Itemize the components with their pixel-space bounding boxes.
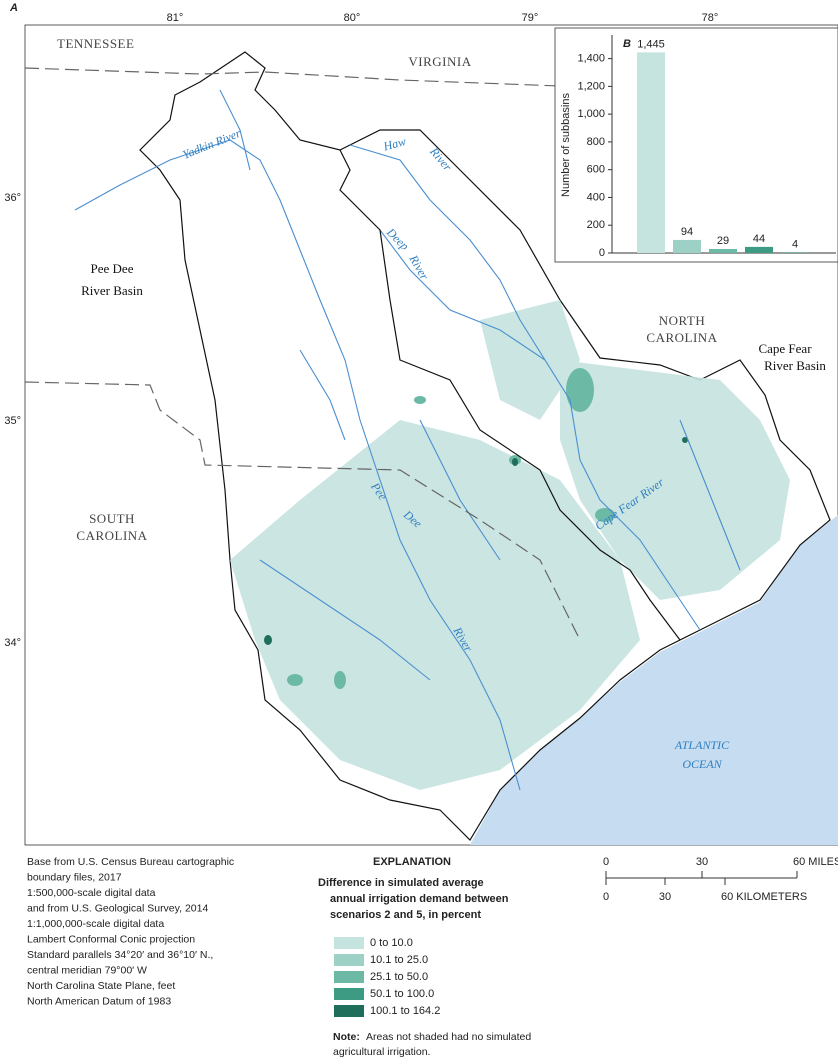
legend-swatch xyxy=(334,988,364,1000)
source-note: North American Datum of 1983 xyxy=(27,995,171,1007)
explanation-subtitle: annual irrigation demand between xyxy=(330,893,509,905)
legend-swatch xyxy=(334,954,364,966)
basin-label: Pee Dee xyxy=(91,261,134,276)
y-tick-label: 0 xyxy=(599,247,605,259)
legend-label: 100.1 to 164.2 xyxy=(370,1005,440,1017)
state-label: NORTH xyxy=(659,313,706,328)
source-note: 1:1,000,000-scale digital data xyxy=(27,918,164,930)
bar xyxy=(781,252,809,253)
state-label: VIRGINIA xyxy=(408,54,471,69)
basin-label: River Basin xyxy=(764,358,826,373)
state-label: SOUTH xyxy=(89,511,135,526)
source-note: Lambert Conformal Conic projection xyxy=(27,933,195,945)
value-label: 1,445 xyxy=(637,38,665,50)
legend-label: 50.1 to 100.0 xyxy=(370,988,434,1000)
scale-label: 60 MILES xyxy=(793,856,838,868)
rivers xyxy=(74,89,741,791)
explanation-title: EXPLANATION xyxy=(373,856,451,868)
y-tick-label: 200 xyxy=(587,219,605,231)
explanation: EXPLANATION Difference in simulated aver… xyxy=(318,856,531,1058)
y-tick-label: 1,200 xyxy=(577,80,605,92)
value-label: 4 xyxy=(792,238,798,250)
lon-label: 79° xyxy=(522,12,539,24)
value-label: 94 xyxy=(681,226,693,238)
explanation-subtitle: scenarios 2 and 5, in percent xyxy=(330,909,481,921)
legend-label: 0 to 10.0 xyxy=(370,937,413,949)
inset-frame xyxy=(554,27,838,263)
lat-label: 36° xyxy=(4,192,21,204)
legend-swatch xyxy=(334,1005,364,1017)
irrigation-shading-max xyxy=(264,437,688,645)
source-note: Standard parallels 34°20′ and 36°10′ N., xyxy=(27,949,213,961)
state-borders xyxy=(24,67,581,641)
legend-swatch xyxy=(334,937,364,949)
scale-label: 30 xyxy=(696,856,708,868)
bar xyxy=(637,52,665,253)
scale-label: 0 xyxy=(603,891,609,903)
scale-bar: 0 30 60 MILES 0 30 60 KILOMETERS xyxy=(603,856,838,903)
explanation-subtitle: Difference in simulated average xyxy=(318,877,484,889)
ocean-label: ATLANTIC xyxy=(674,738,730,752)
irrigation-shading-high xyxy=(287,368,615,689)
state-label: CAROLINA xyxy=(646,330,717,345)
ocean xyxy=(470,515,838,845)
y-tick-label: 1,000 xyxy=(577,108,605,120)
inset-chart: B Number of subbasins 0 200 400 600 800 1,000… xyxy=(554,27,838,263)
source-note: 1:500,000-scale digital data xyxy=(27,887,156,899)
y-tick-label: 800 xyxy=(587,136,605,148)
y-tick-label: 1,400 xyxy=(577,53,605,65)
source-note: Base from U.S. Census Bureau cartographi… xyxy=(27,856,234,868)
value-label: 44 xyxy=(753,233,765,245)
bar xyxy=(673,239,701,253)
value-label: 29 xyxy=(717,235,729,247)
y-tick-label: 400 xyxy=(587,191,605,203)
legend-swatch xyxy=(334,971,364,983)
basin-label: Cape Fear xyxy=(758,341,812,356)
river-label: Haw xyxy=(381,134,407,154)
ocean-label: OCEAN xyxy=(682,757,722,771)
source-notes: Base from U.S. Census Bureau cartographi… xyxy=(27,856,234,1008)
lon-label: 80° xyxy=(344,12,361,24)
source-note: central meridian 79°00′ W xyxy=(27,964,147,976)
lon-label: 81° xyxy=(167,12,184,24)
bar xyxy=(745,246,773,253)
source-note: boundary files, 2017 xyxy=(27,871,122,883)
source-note: North Carolina State Plane, feet xyxy=(27,980,175,992)
lat-label: 35° xyxy=(4,415,21,427)
scale-label: 30 xyxy=(659,891,671,903)
panel-label: B xyxy=(623,38,631,50)
irrigation-shading xyxy=(230,300,790,790)
state-label: CAROLINA xyxy=(76,528,147,543)
y-tick-label: 600 xyxy=(587,164,605,176)
scale-label: 0 xyxy=(603,856,609,868)
basin-label: River Basin xyxy=(81,283,143,298)
source-note: and from U.S. Geological Survey, 2014 xyxy=(27,902,208,914)
note-text: Areas not shaded had no simulated xyxy=(366,1031,531,1043)
lon-label: 78° xyxy=(702,12,719,24)
note-text: agricultural irrigation. xyxy=(333,1046,430,1058)
basin-divide xyxy=(339,149,681,641)
y-axis-label: Number of subbasins xyxy=(560,93,572,197)
note-label: Note: xyxy=(333,1031,360,1043)
bar xyxy=(709,248,737,253)
lat-label: 34° xyxy=(4,637,21,649)
legend-label: 25.1 to 50.0 xyxy=(370,971,428,983)
scale-label: 60 KILOMETERS xyxy=(721,891,807,903)
panel-label: A xyxy=(9,2,18,14)
state-label: TENNESSEE xyxy=(57,36,134,51)
legend-label: 10.1 to 25.0 xyxy=(370,954,428,966)
